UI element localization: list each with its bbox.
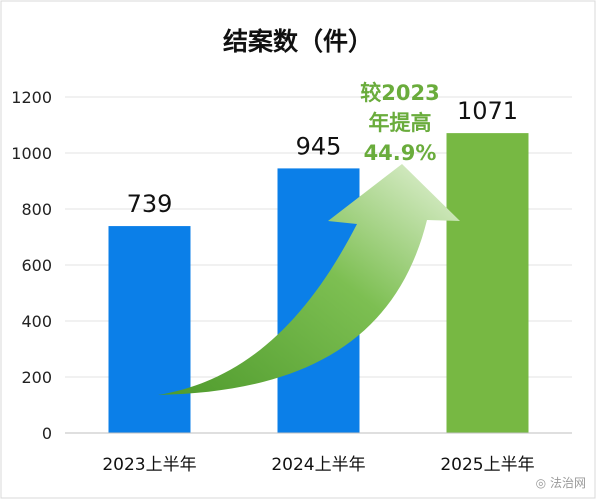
- chart-title: 结案数（件）: [223, 27, 373, 56]
- annotation-line: 较2023: [360, 81, 439, 105]
- data-label: 945: [296, 132, 342, 160]
- annotation-line: 44.9%: [364, 141, 437, 165]
- x-axis: 2023上半年 2024上半年 2025上半年: [102, 455, 534, 475]
- y-tick-label: 1000: [11, 144, 52, 163]
- y-tick-label: 1200: [11, 88, 52, 107]
- x-tick-label: 2025上半年: [440, 455, 534, 475]
- y-axis: 0 200 400 600 800 1000 1200: [11, 88, 52, 443]
- data-label: 1071: [457, 97, 518, 125]
- bar: [446, 133, 529, 433]
- x-tick-label: 2023上半年: [102, 455, 196, 475]
- annotation-line: 年提高: [369, 111, 432, 135]
- watermark-icon: ◎: [535, 476, 547, 490]
- growth-annotation: 较2023 年提高 44.9%: [360, 81, 439, 165]
- x-tick-label: 2024上半年: [271, 455, 365, 475]
- bar: [108, 226, 191, 433]
- watermark: ◎ 法治网: [536, 474, 586, 491]
- watermark-text: 法治网: [549, 476, 586, 490]
- data-labels: 739 945 1071: [127, 97, 518, 218]
- data-label: 739: [127, 190, 173, 218]
- y-tick-label: 400: [21, 312, 52, 331]
- y-tick-label: 600: [21, 256, 52, 275]
- y-tick-label: 800: [21, 200, 52, 219]
- y-tick-label: 200: [21, 368, 52, 387]
- growth-arrow: [158, 164, 460, 395]
- y-tick-label: 0: [42, 424, 52, 443]
